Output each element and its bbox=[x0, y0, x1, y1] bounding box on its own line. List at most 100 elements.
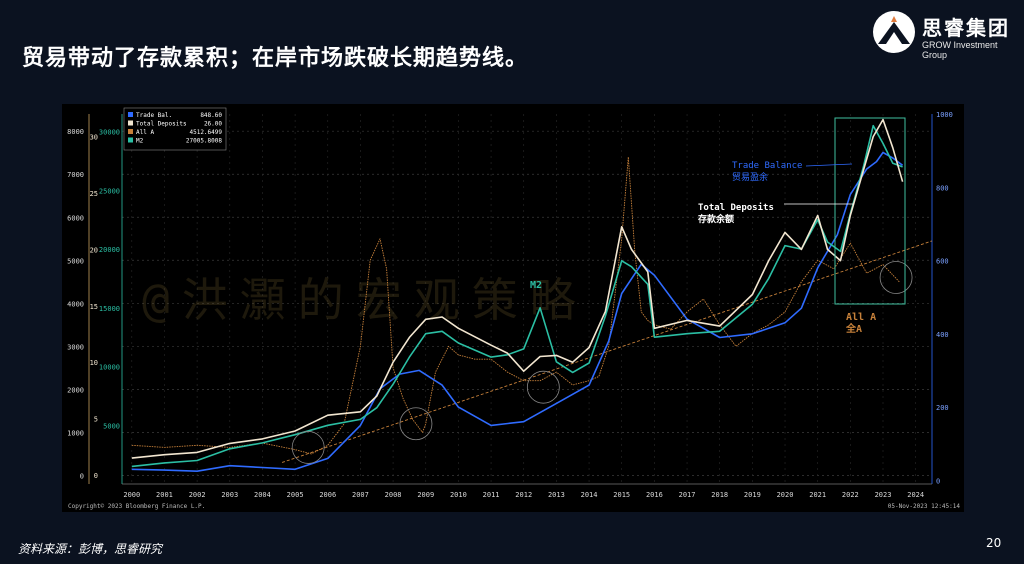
logo-chinese-name: 思睿集团 bbox=[922, 16, 1010, 40]
tick-alla-2: 2000 bbox=[67, 386, 84, 394]
legend-value-1: 26.00 bbox=[204, 121, 222, 128]
trade-annotation-leader bbox=[805, 163, 853, 167]
series-m2-line bbox=[131, 124, 903, 468]
legend-swatch-1 bbox=[128, 120, 133, 126]
company-logo: 思睿集团 GROW Investment Group bbox=[872, 8, 1022, 60]
watermark-layer: @洪灝的宏观策略 bbox=[142, 273, 576, 327]
tick-x-0: 2000 bbox=[123, 491, 140, 499]
tick-x-13: 2013 bbox=[548, 491, 565, 499]
tick-x-20: 2020 bbox=[777, 491, 794, 499]
trend-touch-circle-1 bbox=[399, 407, 433, 441]
tick-x-8: 2008 bbox=[385, 491, 402, 499]
logo-english-name: GROW Investment Group bbox=[922, 40, 998, 60]
tick-m2-2: 15000 bbox=[99, 305, 120, 313]
tick-x-9: 2009 bbox=[417, 491, 434, 499]
legend-swatch-3 bbox=[128, 137, 133, 143]
grid-lines bbox=[122, 114, 932, 484]
tick-x-5: 2005 bbox=[287, 491, 304, 499]
tick-trade-1: 200 bbox=[936, 404, 949, 412]
tick-x-4: 2004 bbox=[254, 491, 271, 499]
source-note: 资料来源：彭博，思睿研究 bbox=[18, 542, 163, 556]
legend-name-0: Trade Bal. bbox=[136, 112, 172, 119]
axes-layer: 0100020003000400050006000700080000510152… bbox=[67, 111, 953, 499]
tick-alla-0: 0 bbox=[80, 472, 84, 480]
deposits-annotation-cn: 存款余额 bbox=[698, 213, 734, 225]
tick-deposits-0: 0 bbox=[94, 472, 98, 480]
tick-trade-3: 600 bbox=[936, 258, 949, 266]
grow-logo-icon bbox=[873, 11, 915, 53]
tick-deposits-6: 30 bbox=[90, 134, 98, 142]
legend-value-0: 848.60 bbox=[200, 112, 222, 119]
tick-x-1: 2001 bbox=[156, 491, 173, 499]
tick-alla-1: 1000 bbox=[67, 429, 84, 437]
page-number: 20 bbox=[986, 536, 1002, 550]
tick-x-3: 2003 bbox=[221, 491, 238, 499]
tick-x-2: 2002 bbox=[189, 491, 206, 499]
chart-legend: Trade Bal. 848.60 Total Deposits 26.00 All A… bbox=[123, 107, 227, 151]
tick-x-17: 2017 bbox=[679, 491, 696, 499]
tick-x-10: 2010 bbox=[450, 491, 467, 499]
tick-x-7: 2007 bbox=[352, 491, 369, 499]
tick-trade-2: 400 bbox=[936, 331, 949, 339]
tick-x-12: 2012 bbox=[515, 491, 532, 499]
legend-swatch-2 bbox=[128, 129, 133, 134]
legend-value-2: 4512.6499 bbox=[189, 129, 222, 136]
alla-annotation: All A 全A bbox=[845, 312, 876, 335]
legend-value-3: 27005.8008 bbox=[186, 138, 223, 145]
tick-alla-6: 6000 bbox=[67, 214, 84, 222]
alla-annotation-en: All A bbox=[846, 312, 876, 323]
tick-m2-1: 10000 bbox=[99, 364, 120, 372]
tick-x-19: 2019 bbox=[744, 491, 761, 499]
tick-deposits-1: 5 bbox=[94, 416, 98, 424]
tick-deposits-5: 25 bbox=[90, 190, 98, 198]
series-trade-bal-line bbox=[131, 151, 904, 473]
tick-alla-8: 8000 bbox=[67, 128, 84, 136]
m2-annotation: M2 bbox=[530, 280, 542, 291]
trend-touch-circle-2 bbox=[526, 370, 560, 404]
tick-x-15: 2015 bbox=[613, 491, 630, 499]
tick-x-24: 2024 bbox=[907, 491, 924, 499]
tick-trade-4: 800 bbox=[936, 184, 949, 192]
trendline-layer bbox=[281, 240, 933, 463]
deposits-annotation: Total Deposits 存款余额 bbox=[698, 202, 854, 225]
bloomberg-chart: @洪灝的宏观策略 0 1000 2000 3000 4000 5000 6000 7000 80… bbox=[62, 104, 964, 512]
trendline bbox=[281, 240, 933, 463]
deposits-annotation-en: Total Deposits bbox=[698, 202, 774, 213]
legend-box bbox=[123, 107, 227, 151]
tick-x-22: 2022 bbox=[842, 491, 859, 499]
legend-name-2: All A bbox=[136, 129, 154, 136]
tick-x-18: 2018 bbox=[711, 491, 728, 499]
highlight-circles bbox=[291, 261, 913, 464]
series-layer bbox=[131, 118, 904, 473]
tick-deposits-4: 20 bbox=[90, 246, 98, 254]
slide-title: 贸易带动了存款累积；在岸市场跌破长期趋势线。 bbox=[22, 46, 529, 71]
tick-deposits-2: 10 bbox=[90, 359, 98, 367]
legend-swatch-0 bbox=[128, 112, 133, 117]
chart-timestamp: 05-Nov-2023 12:45:14 bbox=[888, 503, 961, 510]
legend-items: Trade Bal. 848.60 Total Deposits 26.00 All A… bbox=[128, 112, 222, 145]
legend-name-3: M2 bbox=[136, 138, 144, 145]
trend-touch-circle-0 bbox=[291, 431, 325, 464]
tick-m2-4: 25000 bbox=[99, 187, 120, 195]
tick-x-16: 2016 bbox=[646, 491, 663, 499]
tick-alla-3: 3000 bbox=[67, 343, 84, 351]
tick-x-21: 2021 bbox=[809, 491, 826, 499]
tick-alla-7: 7000 bbox=[67, 171, 84, 179]
tick-m2-3: 20000 bbox=[99, 246, 120, 254]
legend-name-1: Total Deposits bbox=[136, 121, 187, 128]
highlight-box bbox=[834, 117, 906, 305]
trade-annotation: Trade Balance 贸易盈余 bbox=[732, 161, 853, 183]
tick-x-14: 2014 bbox=[581, 491, 598, 499]
tick-m2-0: 5000 bbox=[103, 422, 120, 430]
tick-trade-5: 1000 bbox=[936, 111, 953, 119]
trade-annotation-en: Trade Balance bbox=[732, 161, 802, 171]
tick-x-6: 2006 bbox=[319, 491, 336, 499]
series-all-a-line bbox=[131, 156, 900, 455]
tick-x-23: 2023 bbox=[875, 491, 892, 499]
chart-svg: @洪灝的宏观策略 0100020003000400050006000700080… bbox=[67, 107, 961, 510]
alla-annotation-cn: 全A bbox=[845, 322, 862, 335]
tick-trade-0: 0 bbox=[936, 477, 940, 485]
tick-alla-4: 4000 bbox=[67, 300, 84, 308]
series-total-deposits-line bbox=[131, 118, 904, 459]
chart-copyright: Copyright© 2023 Bloomberg Finance L.P. bbox=[68, 503, 205, 510]
